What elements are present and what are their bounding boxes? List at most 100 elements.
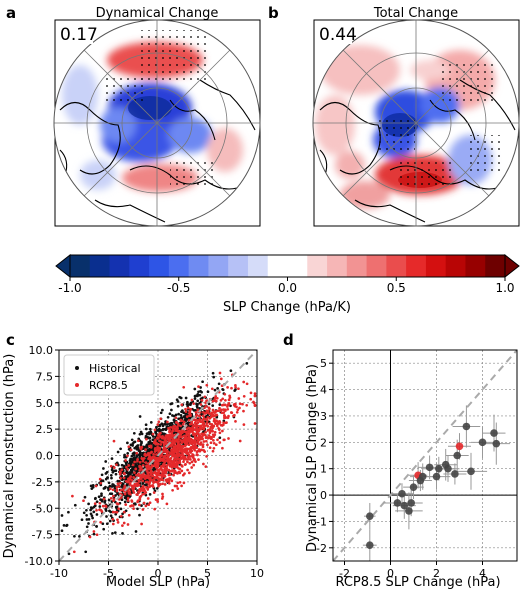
rcp85-point <box>238 406 241 410</box>
rcp85-point <box>238 402 242 406</box>
historical-point <box>145 432 149 436</box>
rcp85-point <box>180 469 184 473</box>
panel-c-x-tick-label: -5 <box>103 567 114 580</box>
historical-point <box>176 404 180 408</box>
data-point <box>425 463 434 472</box>
rcp85-point <box>176 487 180 490</box>
rcp85-point <box>141 459 145 463</box>
historical-point <box>177 412 180 416</box>
rcp85-point <box>153 441 157 445</box>
rcp85-point <box>180 465 184 468</box>
historical-point <box>62 524 66 527</box>
rcp85-point <box>135 451 139 455</box>
rcp85-point <box>99 481 103 485</box>
historical-point <box>89 512 93 516</box>
rcp85-point <box>129 448 133 452</box>
rcp85-point <box>228 396 232 399</box>
rcp85-point <box>223 415 227 419</box>
historical-point <box>148 493 152 496</box>
rcp85-point <box>168 463 172 467</box>
rcp85-point <box>140 486 143 490</box>
colorbar-segment <box>168 255 190 277</box>
rcp85-point <box>160 472 164 476</box>
rcp85-point <box>182 454 185 458</box>
rcp85-point <box>190 398 194 402</box>
rcp85-point <box>174 429 178 433</box>
colorbar-tick-label: -0.5 <box>167 281 190 295</box>
rcp85-point <box>137 472 140 476</box>
historical-point <box>93 504 97 508</box>
rcp85-point <box>165 464 169 468</box>
rcp85-point <box>200 398 204 402</box>
historical-point <box>105 522 109 526</box>
rcp85-point <box>119 514 123 518</box>
rcp85-point <box>234 420 237 423</box>
historical-point <box>182 415 186 418</box>
rcp85-point <box>170 479 174 483</box>
historical-point <box>192 409 196 412</box>
rcp85-point <box>156 463 160 467</box>
rcp85-point <box>169 452 173 455</box>
colorbar-segment <box>208 255 229 277</box>
rcp85-point <box>181 422 185 426</box>
rcp85-point <box>144 504 148 508</box>
panel-c-x-tick-label: 5 <box>204 567 211 580</box>
rcp85-point <box>136 439 140 443</box>
rcp85-point <box>121 524 124 527</box>
rcp85-point <box>218 406 221 410</box>
rcp85-point <box>173 424 177 428</box>
rcp85-point <box>170 469 174 473</box>
rcp85-point <box>174 416 178 420</box>
rcp85-point <box>115 510 119 514</box>
rcp85-point <box>149 476 152 480</box>
rcp85-point <box>150 465 153 469</box>
rcp85-point <box>122 510 126 514</box>
rcp85-point <box>144 454 148 458</box>
rcp85-point <box>101 504 105 508</box>
panel-c-y-tick-label: -7.5 <box>32 529 53 542</box>
historical-point <box>123 500 127 504</box>
historical-point <box>218 403 222 406</box>
rcp85-point <box>124 503 128 506</box>
historical-point <box>110 492 114 496</box>
rcp85-point <box>187 443 191 447</box>
data-point <box>400 501 409 510</box>
historical-point <box>229 369 233 373</box>
rcp85-point <box>186 468 189 472</box>
rcp85-point <box>111 510 115 514</box>
rcp85-point <box>193 448 197 452</box>
rcp85-point <box>158 446 161 450</box>
rcp85-point <box>184 410 188 414</box>
data-point <box>409 483 418 491</box>
panel-d-y-tick-label: 4 <box>320 384 327 397</box>
rcp85-point <box>162 458 166 462</box>
rcp85-point <box>168 477 171 480</box>
colorbar-tick-label: 0.5 <box>387 281 406 295</box>
scatter-plot-d: -2 0 2 4 -2 -1 0 1 2 3 4 5 <box>316 349 518 580</box>
panel-d-x-tick-label: -2 <box>339 567 350 580</box>
historical-point <box>131 442 135 445</box>
rcp85-point <box>128 483 132 486</box>
rcp85-point <box>209 415 213 419</box>
rcp85-point <box>200 448 203 452</box>
rcp85-point <box>159 417 163 421</box>
rcp85-point <box>134 483 138 487</box>
rcp85-point <box>155 436 159 440</box>
historical-point <box>144 427 148 431</box>
rcp85-point <box>188 422 192 426</box>
rcp85-point <box>205 421 209 425</box>
rcp85-point <box>238 439 242 443</box>
rcp85-point <box>214 443 218 447</box>
rcp85-point <box>170 433 174 437</box>
historical-point <box>161 408 164 412</box>
historical-point <box>186 400 189 404</box>
historical-point <box>73 503 77 507</box>
rcp85-point <box>145 486 148 489</box>
rcp85-point <box>122 476 126 480</box>
rcp85-point <box>199 403 203 406</box>
historical-point <box>95 500 99 504</box>
rcp85-point <box>116 521 120 524</box>
historical-point <box>78 535 81 538</box>
colorbar-segment <box>267 255 288 277</box>
rcp85-point <box>146 497 150 500</box>
